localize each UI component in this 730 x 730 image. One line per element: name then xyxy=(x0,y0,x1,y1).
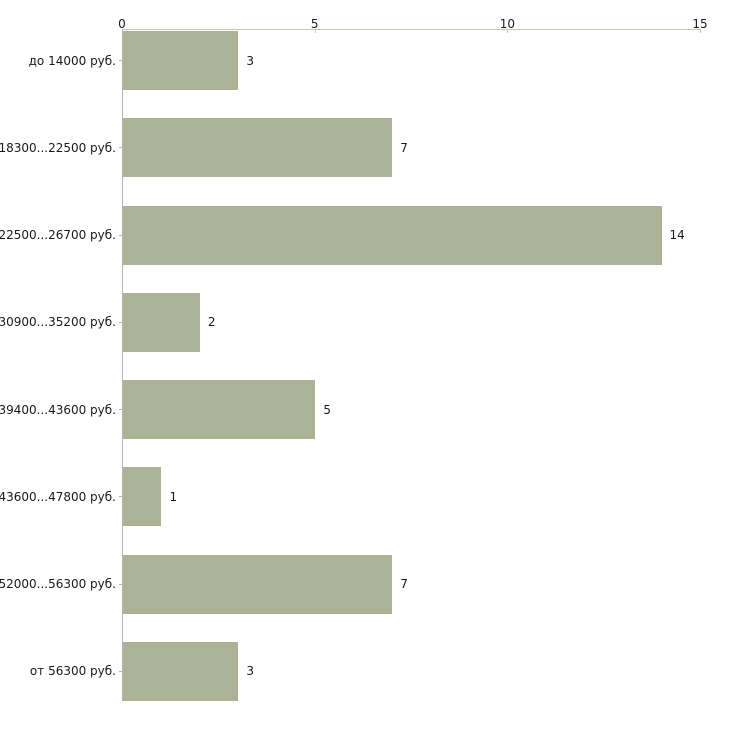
category-label: до 14000 руб. xyxy=(28,53,116,68)
value-label: 5 xyxy=(323,402,331,417)
plot-cell: 14 xyxy=(123,205,700,265)
chart-row: 39400...43600 руб. 5 xyxy=(0,380,730,467)
category-tick-mark xyxy=(119,234,123,236)
x-axis-tick-mark xyxy=(700,29,701,33)
value-label: 2 xyxy=(207,315,216,330)
chart-row: 43600...47800 руб. 1 xyxy=(0,467,730,554)
x-axis-tick-mark xyxy=(507,29,509,33)
category-tick-mark xyxy=(119,321,123,323)
plot-cell: 5 xyxy=(123,380,700,439)
chart-row: 22500...26700 руб. 14 xyxy=(0,205,730,293)
bar-rows: до 14000 руб. 3 18300...22500 руб. 7 22500..… xyxy=(0,31,730,729)
category-cell: от 56300 руб. xyxy=(0,642,123,701)
category-tick-mark xyxy=(119,670,123,672)
category-cell: 39400...43600 руб. xyxy=(0,380,123,439)
chart-row: 52000...56300 руб. 7 xyxy=(0,554,730,642)
plot-cell: 1 xyxy=(123,467,700,527)
bar xyxy=(123,467,162,527)
value-label: 1 xyxy=(169,489,178,504)
category-label: 52000...56300 руб. xyxy=(0,577,116,591)
category-tick-mark xyxy=(119,60,123,61)
category-tick-mark xyxy=(119,496,123,498)
value-label: 14 xyxy=(669,228,685,242)
category-label: 22500...26700 руб. xyxy=(0,228,116,242)
bar xyxy=(123,554,393,614)
category-label: 43600...47800 руб. xyxy=(0,489,116,504)
x-axis-tick-label: 5 xyxy=(310,17,319,31)
bar xyxy=(123,118,393,178)
x-axis: 0 5 10 15 xyxy=(118,0,708,34)
bar xyxy=(123,380,316,439)
plot-cell: 7 xyxy=(123,118,700,178)
category-label: 30900...35200 руб. xyxy=(0,315,116,330)
bar xyxy=(123,292,200,352)
category-cell: 22500...26700 руб. xyxy=(0,206,123,265)
plot-cell: 3 xyxy=(123,31,700,90)
value-label: 7 xyxy=(400,577,408,591)
value-label: 7 xyxy=(400,140,408,155)
chart-row: от 56300 руб. 3 xyxy=(0,641,730,729)
category-label: 39400...43600 руб. xyxy=(0,402,116,417)
category-tick-mark xyxy=(119,409,123,410)
category-cell: 52000...56300 руб. xyxy=(0,555,123,614)
bar xyxy=(123,641,239,701)
category-cell: 18300...22500 руб. xyxy=(0,118,123,177)
bar xyxy=(123,31,239,90)
plot-cell: 2 xyxy=(123,292,700,352)
bar xyxy=(123,205,662,265)
value-label: 3 xyxy=(246,53,255,68)
x-axis-tick-label: 0 xyxy=(118,17,126,31)
category-label: 18300...22500 руб. xyxy=(0,140,116,155)
category-cell: 30900...35200 руб. xyxy=(0,293,123,352)
chart-row: до 14000 руб. 3 xyxy=(0,31,730,118)
category-cell: 43600...47800 руб. xyxy=(0,467,123,526)
chart-row: 30900...35200 руб. 2 xyxy=(0,292,730,380)
x-axis-line xyxy=(122,29,700,30)
x-axis-tick-label: 15 xyxy=(692,17,708,31)
category-cell: до 14000 руб. xyxy=(0,31,123,90)
plot-cell: 7 xyxy=(123,554,700,614)
y-axis-line xyxy=(122,29,123,701)
category-tick-mark xyxy=(119,147,123,149)
plot-cell: 3 xyxy=(123,641,700,701)
x-axis-tick-mark xyxy=(314,29,316,33)
category-label: от 56300 руб. xyxy=(29,664,116,679)
value-label: 3 xyxy=(246,664,255,679)
category-tick-mark xyxy=(119,583,123,585)
chart-row: 18300...22500 руб. 7 xyxy=(0,118,730,205)
x-axis-tick-label: 10 xyxy=(499,17,515,31)
